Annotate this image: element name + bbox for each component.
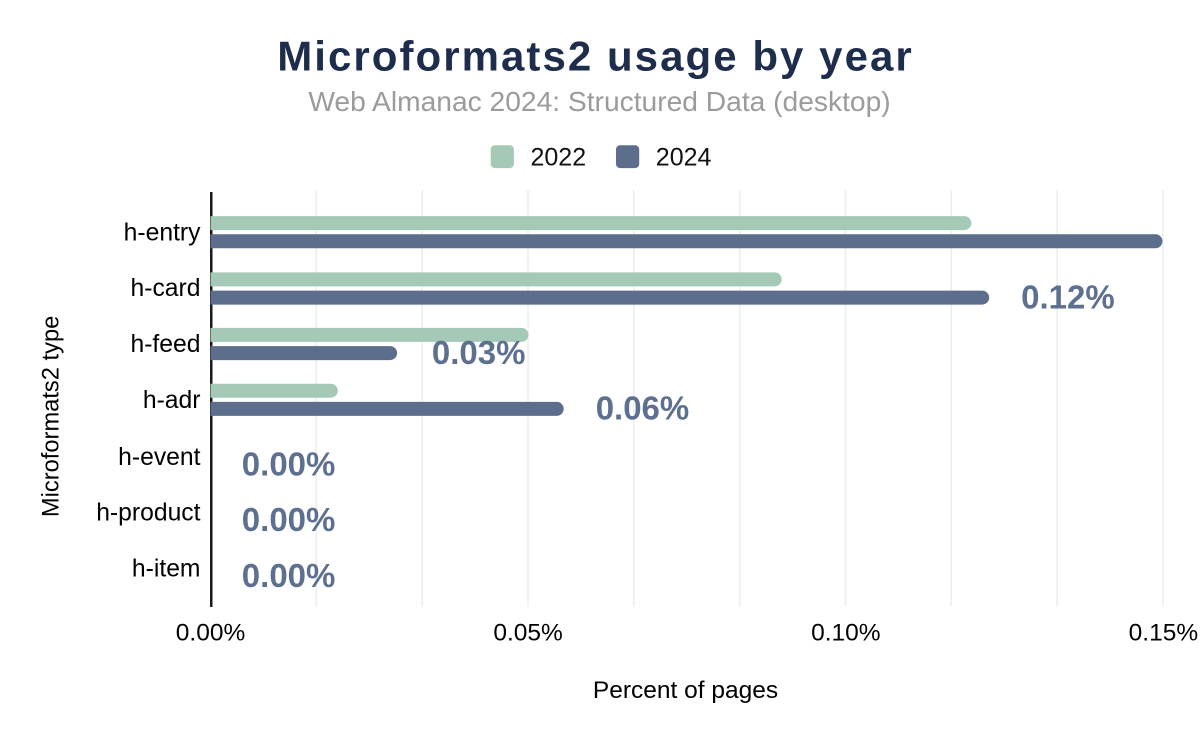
svg-text:h-adr: h-adr	[143, 387, 201, 414]
svg-text:0.00%: 0.00%	[242, 501, 336, 538]
svg-text:0.00%: 0.00%	[242, 557, 336, 594]
svg-text:0.06%: 0.06%	[596, 390, 690, 427]
svg-text:2024: 2024	[656, 144, 712, 172]
svg-text:h-feed: h-feed	[130, 331, 200, 358]
svg-text:Microformats2 usage by year: Microformats2 usage by year	[277, 33, 914, 80]
svg-text:0.15%: 0.15%	[1129, 620, 1198, 647]
svg-text:Web Almanac 2024: Structured D: Web Almanac 2024: Structured Data (deskt…	[308, 85, 890, 117]
svg-text:h-event: h-event	[118, 444, 200, 471]
svg-text:Percent of pages: Percent of pages	[593, 677, 778, 704]
svg-text:0.12%: 0.12%	[1021, 279, 1115, 316]
svg-text:0.03%: 0.03%	[432, 334, 526, 371]
svg-text:h-entry: h-entry	[124, 219, 201, 246]
svg-text:Microformats2 type: Microformats2 type	[39, 316, 65, 517]
svg-text:2022: 2022	[531, 144, 587, 172]
svg-text:h-card: h-card	[131, 275, 201, 302]
svg-text:0.00%: 0.00%	[176, 620, 245, 647]
svg-text:0.00%: 0.00%	[242, 445, 336, 482]
svg-text:0.10%: 0.10%	[811, 620, 880, 647]
svg-text:0.05%: 0.05%	[493, 620, 562, 647]
svg-text:h-item: h-item	[132, 556, 201, 583]
svg-text:h-product: h-product	[96, 500, 200, 527]
